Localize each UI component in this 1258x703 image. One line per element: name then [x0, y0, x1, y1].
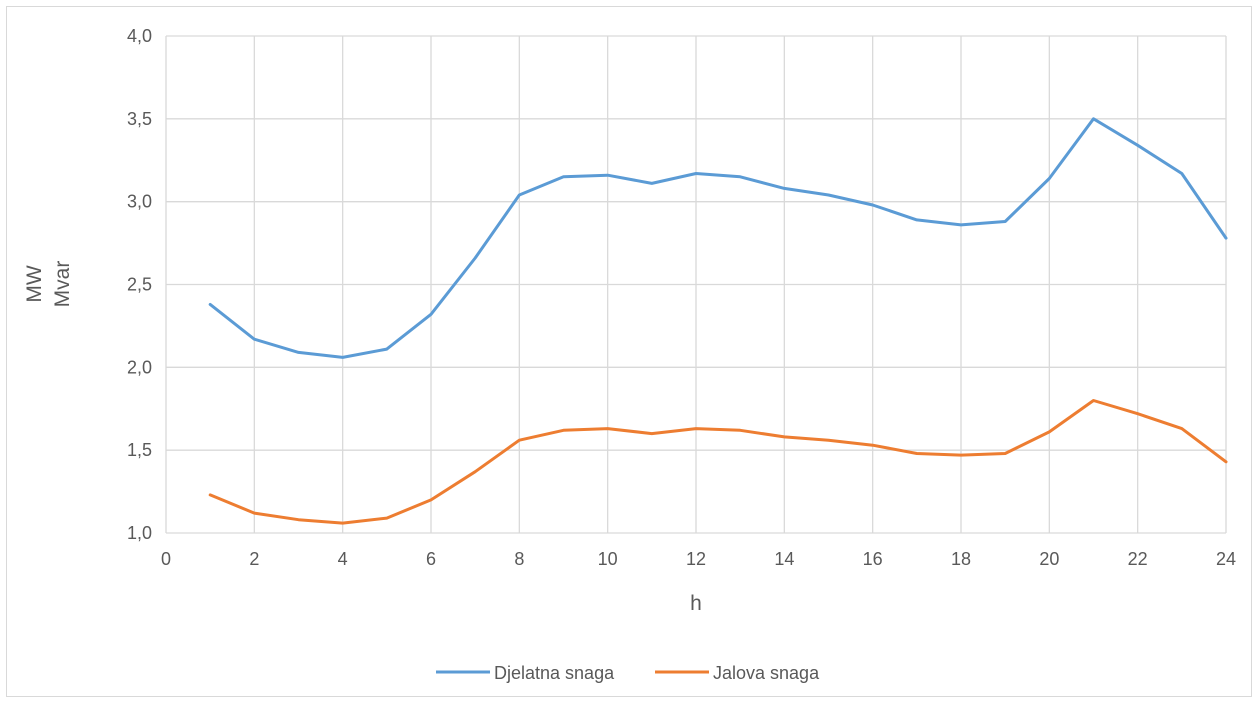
y-axis-title-line-1: MW — [23, 265, 46, 302]
series-layer — [208, 117, 1228, 525]
x-tick-label: 4 — [338, 549, 348, 569]
y-tick-label: 3,0 — [127, 192, 152, 212]
x-tick-label: 8 — [514, 549, 524, 569]
x-tick-label: 12 — [686, 549, 706, 569]
legend: Djelatna snaga Jalova snaga — [436, 663, 820, 683]
y-axis-title: MW Mvar — [23, 261, 74, 308]
y-tick-label: 1,5 — [127, 440, 152, 460]
x-axis-ticks: 0 2 4 6 8 10 12 14 16 18 20 22 24 — [161, 549, 1236, 569]
x-tick-label: 20 — [1039, 549, 1059, 569]
legend-label-jalova: Jalova snaga — [713, 663, 820, 683]
series-line-1 — [208, 399, 1228, 525]
x-tick-label: 10 — [598, 549, 618, 569]
x-tick-label: 18 — [951, 549, 971, 569]
x-tick-label: 16 — [863, 549, 883, 569]
y-axis-ticks: 1,0 1,5 2,0 2,5 3,0 3,5 4,0 — [127, 26, 152, 543]
y-tick-label: 3,5 — [127, 109, 152, 129]
chart-frame — [6, 6, 1252, 697]
y-axis-title-line-2: Mvar — [51, 261, 74, 308]
x-tick-label: 22 — [1128, 549, 1148, 569]
series-line-0 — [208, 117, 1228, 359]
y-tick-label: 2,0 — [127, 357, 152, 377]
legend-label-djelatna: Djelatna snaga — [494, 663, 615, 683]
x-tick-label: 24 — [1216, 549, 1236, 569]
x-tick-label: 6 — [426, 549, 436, 569]
x-axis-title: h — [690, 592, 702, 615]
grid — [165, 35, 1227, 534]
y-tick-label: 2,5 — [127, 275, 152, 295]
x-tick-label: 2 — [249, 549, 259, 569]
y-tick-label: 4,0 — [127, 26, 152, 46]
x-tick-label: 14 — [774, 549, 794, 569]
x-tick-label: 0 — [161, 549, 171, 569]
y-tick-label: 1,0 — [127, 523, 152, 543]
